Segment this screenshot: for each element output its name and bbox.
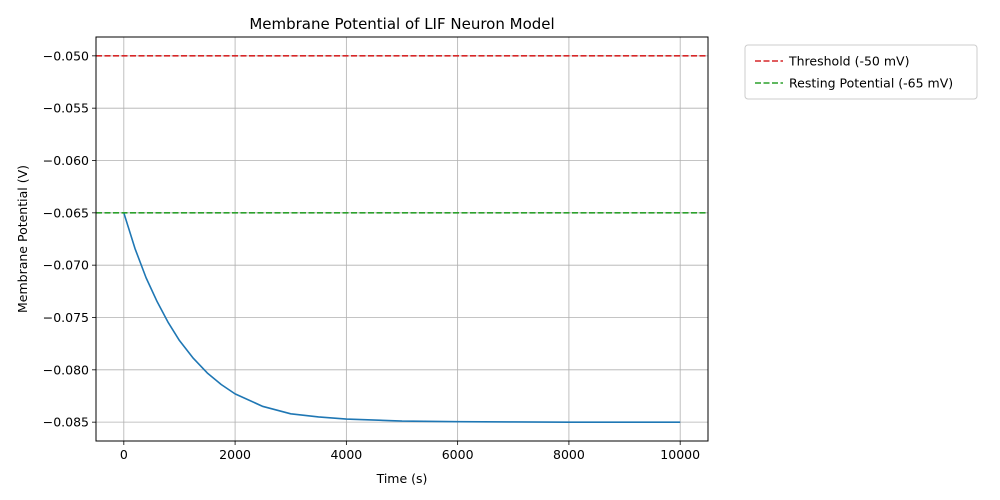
x-tick-label: 10000	[660, 447, 700, 462]
y-tick-label: −0.060	[43, 153, 89, 168]
legend-label: Resting Potential (-65 mV)	[789, 76, 953, 91]
y-tick-label: −0.055	[43, 101, 89, 116]
legend: Threshold (-50 mV) Resting Potential (-65…	[744, 44, 978, 100]
x-tick-label: 0	[120, 447, 128, 462]
legend-label: Threshold (-50 mV)	[788, 54, 909, 69]
chart-title: Membrane Potential of LIF Neuron Model	[249, 15, 554, 33]
y-tick-label: −0.080	[43, 362, 89, 377]
axis-ticks: 0 2000 4000 6000 8000 10000 −0.085 −0.080 −0.075…	[43, 48, 700, 462]
y-tick-label: −0.070	[43, 258, 89, 273]
plot-frame	[95, 36, 709, 442]
y-tick-label: −0.075	[43, 310, 89, 325]
legend-frame	[744, 44, 978, 100]
membrane-potential-line	[123, 212, 681, 423]
grid	[96, 37, 708, 441]
x-tick-label: 8000	[553, 447, 585, 462]
y-axis-label: Membrane Potential (V)	[15, 165, 30, 313]
x-axis-label: Time (s)	[376, 471, 428, 486]
y-tick-label: −0.065	[43, 205, 89, 220]
y-tick-label: −0.085	[43, 415, 89, 430]
x-tick-label: 2000	[219, 447, 251, 462]
y-tick-label: −0.050	[43, 48, 89, 63]
x-tick-label: 6000	[442, 447, 474, 462]
x-tick-label: 4000	[330, 447, 362, 462]
plot-series	[96, 55, 708, 423]
